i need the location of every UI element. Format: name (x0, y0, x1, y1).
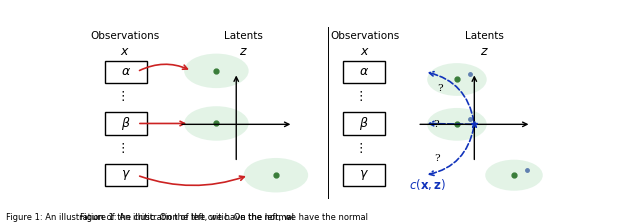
Text: ?: ? (436, 84, 442, 93)
Text: ⋮: ⋮ (354, 90, 367, 103)
Text: ⋮: ⋮ (116, 142, 129, 155)
Text: $z$: $z$ (480, 45, 489, 58)
Ellipse shape (485, 160, 543, 191)
Text: ⋮: ⋮ (354, 142, 367, 155)
FancyBboxPatch shape (343, 60, 385, 83)
Text: $β$: $β$ (122, 115, 131, 132)
FancyBboxPatch shape (343, 112, 385, 135)
Text: Figure 1: An illustration of the critic. On the left, we have the normal: Figure 1: An illustration of the critic.… (80, 213, 371, 222)
Text: ?: ? (433, 120, 439, 129)
Text: ?: ? (435, 154, 440, 163)
Text: $γ$: $γ$ (359, 168, 369, 182)
FancyBboxPatch shape (343, 164, 385, 186)
Text: $c(\mathbf{x}, \mathbf{z})$: $c(\mathbf{x}, \mathbf{z})$ (409, 177, 445, 192)
Ellipse shape (184, 54, 249, 88)
Text: Observations: Observations (90, 31, 159, 41)
Text: $z$: $z$ (239, 45, 248, 58)
Text: $β$: $β$ (360, 115, 369, 132)
Ellipse shape (184, 106, 249, 141)
Text: $α$: $α$ (121, 65, 131, 78)
Text: $x$: $x$ (360, 45, 370, 58)
Text: Latents: Latents (224, 31, 263, 41)
Text: $α$: $α$ (359, 65, 369, 78)
Ellipse shape (244, 158, 308, 192)
FancyBboxPatch shape (105, 60, 147, 83)
Ellipse shape (428, 63, 487, 96)
Text: Figure 1: An illustration of the critic. On the left, we have the normal: Figure 1: An illustration of the critic.… (6, 213, 297, 222)
Text: $γ$: $γ$ (121, 168, 131, 182)
Text: Observations: Observations (331, 31, 400, 41)
Ellipse shape (428, 108, 487, 141)
Text: ⋮: ⋮ (116, 90, 129, 103)
FancyBboxPatch shape (105, 164, 147, 186)
FancyBboxPatch shape (105, 112, 147, 135)
Text: $x$: $x$ (120, 45, 129, 58)
Text: Latents: Latents (465, 31, 504, 41)
